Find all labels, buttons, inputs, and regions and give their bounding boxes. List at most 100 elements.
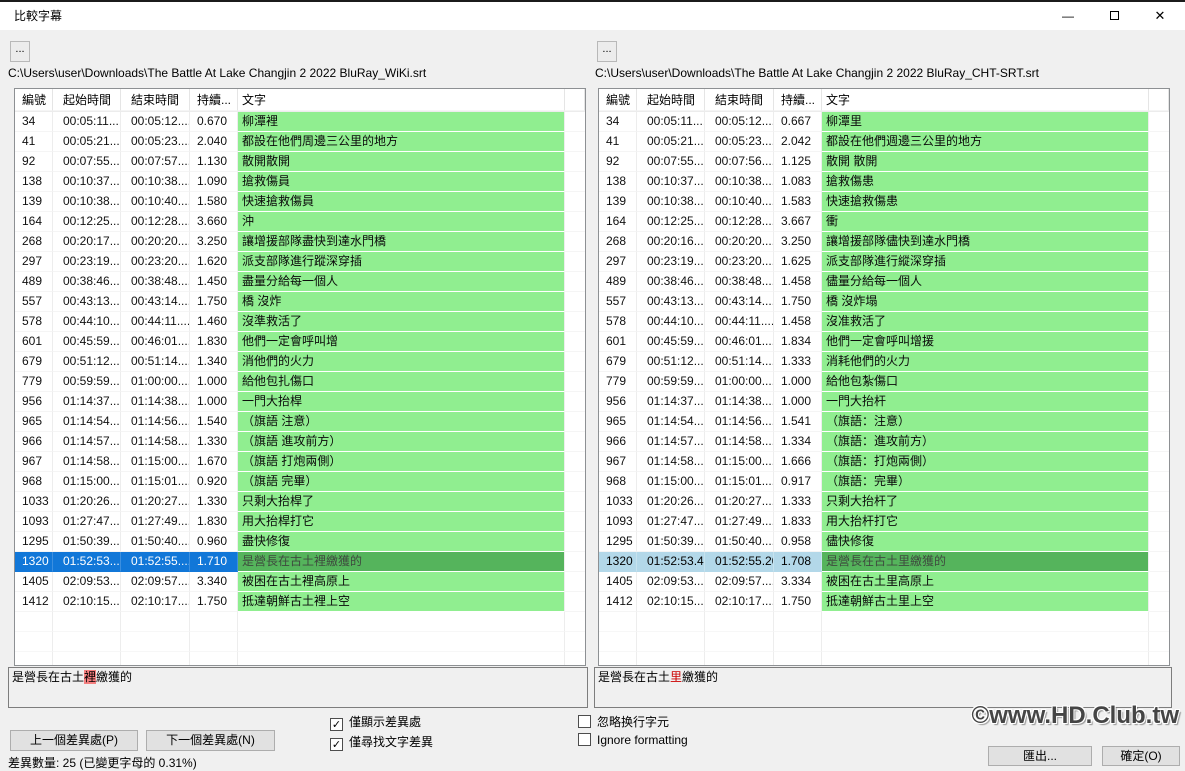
column-header[interactable]: 持續...	[190, 89, 238, 111]
empty-cell	[190, 652, 238, 665]
table-row[interactable]: 679 00:51:12.... 00:51:14.... 1.340 消他們的火力	[15, 352, 585, 372]
table-row[interactable]: 138 00:10:37.... 00:10:38.... 1.083 搶救傷患	[599, 172, 1169, 192]
table-row[interactable]: 557 00:43:13.... 00:43:14.... 1.750 橋 沒炸	[15, 292, 585, 312]
table-row[interactable]: 34 00:05:11.... 00:05:12.... 0.670 柳潭裡	[15, 112, 585, 132]
checkbox-ignore-linebreaks[interactable]: 忽略换行字元	[578, 713, 669, 729]
cell-tail	[1149, 152, 1169, 172]
table-row[interactable]: 1412 02:10:15.... 02:10:17.... 1.750 抵達朝鮮古土裡…	[15, 592, 585, 612]
cell-end-time: 00:07:57....	[121, 152, 190, 172]
table-row[interactable]: 601 00:45:59.... 00:46:01.... 1.830 他們一定會呼叫增	[15, 332, 585, 352]
table-row[interactable]: 965 01:14:54.... 01:14:56.... 1.540 （旗語 注意）	[15, 412, 585, 432]
table-row[interactable]: 139 00:10:38.... 00:10:40.... 1.580 快速搶救傷員	[15, 192, 585, 212]
column-header[interactable]: 起始時間	[637, 89, 705, 111]
cell-start-time: 00:23:19....	[53, 252, 121, 272]
table-row[interactable]: 578 00:44:10.... 00:44:11.... 1.460 沒準救活了	[15, 312, 585, 332]
table-row[interactable]: 268 00:20:16.... 00:20:20.... 3.250 讓增援部隊儘快到…	[599, 232, 1169, 252]
checkbox-show-only-diffs[interactable]: ✓ 僅顯示差異處	[330, 713, 421, 731]
table-row[interactable]: 557 00:43:13.... 00:43:14.... 1.750 橋 沒炸塌	[599, 292, 1169, 312]
table-row[interactable]: 1405 02:09:53.... 02:09:57.... 3.340 被困在古土裡高…	[15, 572, 585, 592]
table-row[interactable]: 779 00:59:59.... 01:00:00.... 1.000 給他包扎傷口	[15, 372, 585, 392]
cell-end-time: 00:51:14....	[705, 352, 774, 372]
cell-start-time: 00:12:25....	[637, 212, 705, 232]
table-row[interactable]: 601 00:45:59.... 00:46:01.... 1.834 他們一定會呼叫增…	[599, 332, 1169, 352]
table-row[interactable]: 1405 02:09:53.... 02:09:57.... 3.334 被困在古土里高…	[599, 572, 1169, 592]
browse-button-right[interactable]: ...	[597, 41, 617, 62]
column-header[interactable]: 文字	[822, 89, 1149, 111]
browse-button-left[interactable]: ...	[10, 41, 30, 62]
cell-number: 1320	[599, 552, 637, 572]
cell-number: 268	[15, 232, 53, 252]
table-row[interactable]: 1033 01:20:26.... 01:20:27.... 1.333 只剩大抬杆了	[599, 492, 1169, 512]
table-row[interactable]: 92 00:07:55.... 00:07:57.... 1.130 散開散開	[15, 152, 585, 172]
table-row[interactable]: 138 00:10:37.... 00:10:38.... 1.090 搶救傷員	[15, 172, 585, 192]
empty-cell	[121, 632, 190, 652]
column-header[interactable]: 編號	[15, 89, 53, 111]
previous-diff-button[interactable]: 上一個差異處(P)	[10, 730, 138, 751]
table-row[interactable]: 779 00:59:59.... 01:00:00.... 1.000 給他包紮傷口	[599, 372, 1169, 392]
cell-duration: 1.130	[190, 152, 238, 172]
column-header[interactable]: 結束時間	[121, 89, 190, 111]
maximize-button[interactable]	[1091, 2, 1137, 30]
table-row[interactable]: 41 00:05:21.... 00:05:23.... 2.040 都設在他們周邊三公…	[15, 132, 585, 152]
cell-number: 92	[599, 152, 637, 172]
table-row[interactable]: 966 01:14:57.... 01:14:58.... 1.334 （旗語：進攻前方…	[599, 432, 1169, 452]
table-row[interactable]: 1320 01:52:53.49 01:52:55.20 1.708 是營長在古土里繳獲…	[599, 552, 1169, 572]
table-row[interactable]: 966 01:14:57.... 01:14:58.... 1.330 （旗語 進攻前方…	[15, 432, 585, 452]
cell-number: 966	[599, 432, 637, 452]
empty-cell	[53, 612, 121, 632]
close-button[interactable]: ✕	[1137, 2, 1183, 30]
table-row[interactable]: 34 00:05:11.... 00:05:12.... 0.667 柳潭里	[599, 112, 1169, 132]
cell-number: 34	[15, 112, 53, 132]
table-row[interactable]: 1033 01:20:26.... 01:20:27.... 1.330 只剩大抬桿了	[15, 492, 585, 512]
table-row[interactable]: 956 01:14:37.... 01:14:38.... 1.000 一門大抬杆	[599, 392, 1169, 412]
cell-text: 橋 沒炸	[238, 292, 565, 312]
cell-text: 盡快修復	[238, 532, 565, 552]
table-row[interactable]: 268 00:20:17.... 00:20:20.... 3.250 讓增援部隊盡快到…	[15, 232, 585, 252]
table-row[interactable]: 1093 01:27:47.... 01:27:49.... 1.830 用大抬桿打它	[15, 512, 585, 532]
next-diff-button[interactable]: 下一個差異處(N)	[146, 730, 275, 751]
table-row[interactable]: 489 00:38:46.... 00:38:48.... 1.450 盡量分給每一個人	[15, 272, 585, 292]
table-row[interactable]: 1295 01:50:39.... 01:50:40.... 0.958 儘快修復	[599, 532, 1169, 552]
cell-duration: 0.917	[774, 472, 822, 492]
table-row[interactable]: 139 00:10:38.... 00:10:40.... 1.583 快速搶救傷患	[599, 192, 1169, 212]
table-row[interactable]: 489 00:38:46.... 00:38:48.... 1.458 儘量分給每一個人	[599, 272, 1169, 292]
table-row[interactable]: 297 00:23:19.... 00:23:20.... 1.625 派支部隊進行縱深…	[599, 252, 1169, 272]
export-button[interactable]: 匯出...	[988, 746, 1092, 766]
minimize-button[interactable]: —	[1045, 2, 1091, 30]
table-row[interactable]: 1093 01:27:47.... 01:27:49.... 1.833 用大抬杆打它	[599, 512, 1169, 532]
table-row[interactable]: 297 00:23:19.... 00:23:20.... 1.620 派支部隊進行蹤深…	[15, 252, 585, 272]
table-row[interactable]: 92 00:07:55.... 00:07:56.... 1.125 散開 散開	[599, 152, 1169, 172]
table-row[interactable]: 1412 02:10:15.... 02:10:17.... 1.750 抵達朝鮮古土里…	[599, 592, 1169, 612]
empty-cell	[15, 632, 53, 652]
table-row[interactable]: 1295 01:50:39.... 01:50:40.... 0.960 盡快修復	[15, 532, 585, 552]
table-row[interactable]: 967 01:14:58.... 01:15:00.... 1.666 （旗語：打炮兩側…	[599, 452, 1169, 472]
table-row[interactable]: 41 00:05:21.... 00:05:23.... 2.042 都設在他們週邊三公…	[599, 132, 1169, 152]
ok-button[interactable]: 確定(O)	[1102, 746, 1180, 766]
cell-start-time: 00:20:16....	[637, 232, 705, 252]
cell-tail	[1149, 252, 1169, 272]
cell-text: 給他包扎傷口	[238, 372, 565, 392]
table-row[interactable]: 578 00:44:10.... 00:44:11.... 1.458 沒准救活了	[599, 312, 1169, 332]
column-header[interactable]: 起始時間	[53, 89, 121, 111]
cell-start-time: 01:15:00....	[53, 472, 121, 492]
checkbox-ignore-formatting[interactable]: Ignore formatting	[578, 733, 688, 749]
table-row[interactable]: 968 01:15:00.... 01:15:01.... 0.917 （旗語：完畢）	[599, 472, 1169, 492]
cell-number: 138	[15, 172, 53, 192]
table-row[interactable]: 679 00:51:12.... 00:51:14.... 1.333 消耗他們的火力	[599, 352, 1169, 372]
column-header[interactable]: 文字	[238, 89, 565, 111]
cell-number: 601	[599, 332, 637, 352]
table-row[interactable]: 967 01:14:58.... 01:15:00.... 1.670 （旗語 打炮兩側…	[15, 452, 585, 472]
cell-start-time: 00:10:38....	[637, 192, 705, 212]
column-header[interactable]: 編號	[599, 89, 637, 111]
column-header[interactable]: 結束時間	[705, 89, 774, 111]
table-row[interactable]: 164 00:12:25.... 00:12:28.... 3.667 衝	[599, 212, 1169, 232]
table-row[interactable]: 965 01:14:54.... 01:14:56.... 1.541 （旗語：注意）	[599, 412, 1169, 432]
table-row[interactable]: 164 00:12:25.... 00:12:28.... 3.660 沖	[15, 212, 585, 232]
table-row[interactable]: 968 01:15:00.... 01:15:01.... 0.920 （旗語 完畢）	[15, 472, 585, 492]
table-row[interactable]: 1320 01:52:53.... 01:52:55.... 1.710 是營長在古土裡…	[15, 552, 585, 572]
empty-cell	[121, 652, 190, 665]
table-row[interactable]: 956 01:14:37.... 01:14:38.... 1.000 一門大抬桿	[15, 392, 585, 412]
checkbox-text-diffs-only[interactable]: ✓ 僅尋找文字差異	[330, 733, 433, 751]
cell-tail	[565, 492, 585, 512]
column-header[interactable]: 持續...	[774, 89, 822, 111]
